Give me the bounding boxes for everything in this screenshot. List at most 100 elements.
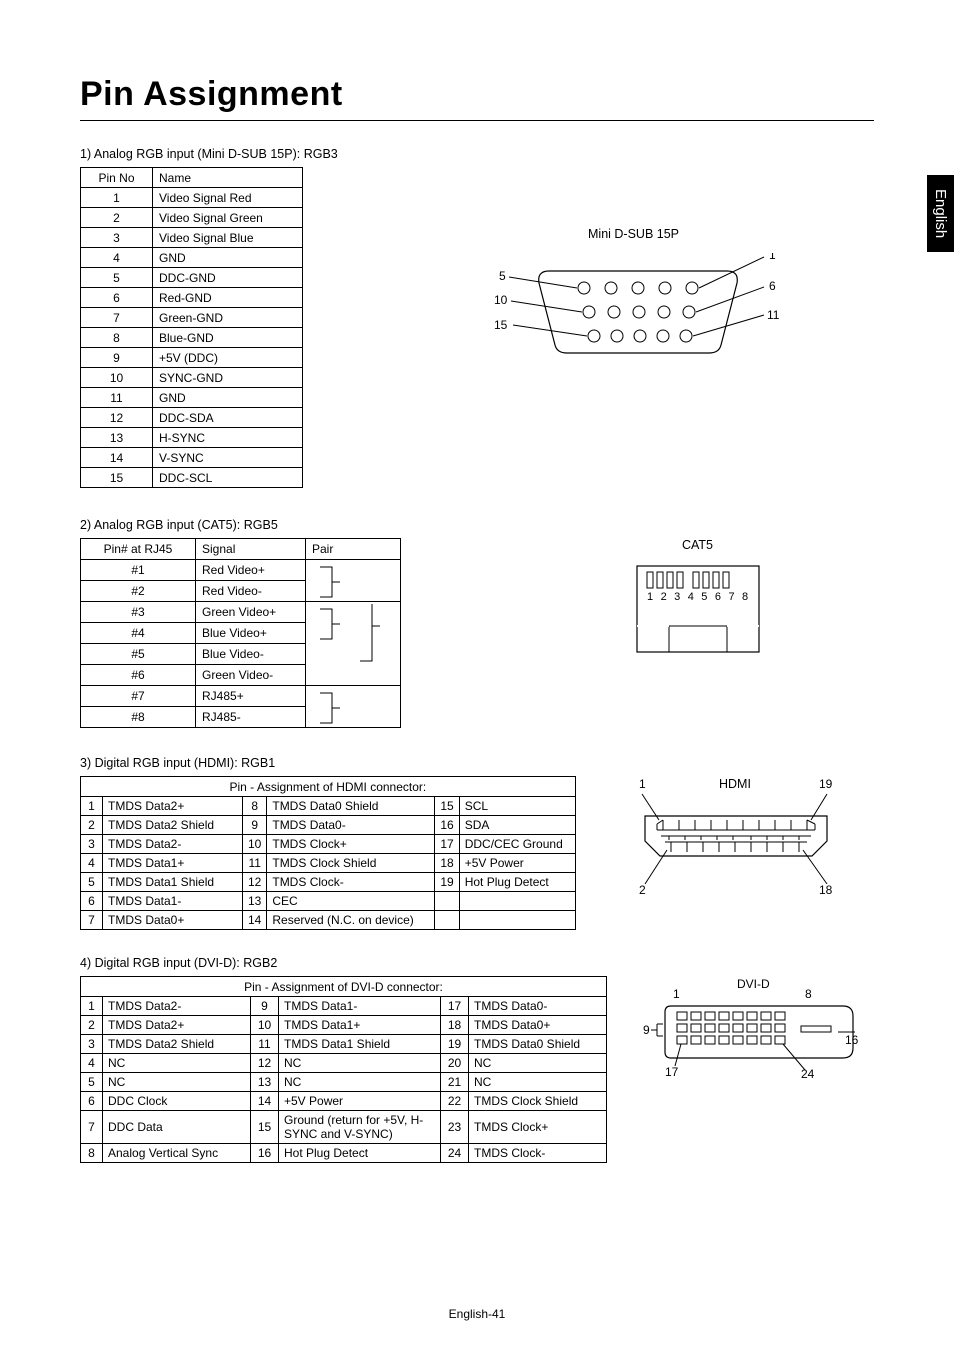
cell: 1 [81, 797, 103, 816]
cell-name: SYNC-GND [153, 368, 303, 388]
cell-pin: #3 [81, 602, 196, 623]
table-row: 15DDC-SCL [81, 468, 303, 488]
cell: Ground (return for +5V, H-SYNC and V-SYN… [279, 1111, 441, 1144]
cell: 16 [251, 1144, 279, 1163]
cell: TMDS Data2- [103, 835, 243, 854]
table-row: 11GND [81, 388, 303, 408]
svg-text:16: 16 [845, 1033, 859, 1047]
svg-text:5: 5 [499, 269, 506, 283]
table-row: 1Video Signal Red [81, 188, 303, 208]
table-row: 6 DDC Clock 14 +5V Power 22 TMDS Clock S… [81, 1092, 607, 1111]
svg-text:18: 18 [819, 883, 833, 897]
cell-name: DDC-SCL [153, 468, 303, 488]
table-row: 2Video Signal Green [81, 208, 303, 228]
svg-text:17: 17 [665, 1065, 679, 1079]
dvid-svg: DVI-D 1 8 [643, 976, 861, 1096]
cell-pinno: 2 [81, 208, 153, 228]
cell: TMDS Clock+ [267, 835, 435, 854]
cell: TMDS Data1+ [279, 1016, 441, 1035]
cell: 6 [81, 1092, 103, 1111]
cell: 13 [243, 892, 267, 911]
cell-name: Video Signal Blue [153, 228, 303, 248]
cell: SCL [459, 797, 575, 816]
cell: NC [103, 1073, 251, 1092]
cell: 11 [243, 854, 267, 873]
cell-pinno: 11 [81, 388, 153, 408]
svg-text:6: 6 [769, 279, 776, 293]
cat5-svg: 1 2 3 4 5 6 7 8 [633, 562, 763, 662]
cell-pinno: 7 [81, 308, 153, 328]
table-row: 1 TMDS Data2- 9 TMDS Data1- 17 TMDS Data… [81, 997, 607, 1016]
table-row: 1 TMDS Data2+ 8 TMDS Data0 Shield 15 SCL [81, 797, 576, 816]
page-content: Pin Assignment 1) Analog RGB input (Mini… [0, 0, 954, 1193]
dsub-diagram-area: Mini D-SUB 15P [393, 167, 874, 488]
table-row: 8 Analog Vertical Sync 16 Hot Plug Detec… [81, 1144, 607, 1163]
cell: 16 [435, 816, 459, 835]
th-pinrj45: Pin# at RJ45 [81, 539, 196, 560]
cell: TMDS Data2+ [103, 797, 243, 816]
cell-pinno: 4 [81, 248, 153, 268]
cell: 4 [81, 854, 103, 873]
cell: 5 [81, 1073, 103, 1092]
table-row: 5 TMDS Data1 Shield 12 TMDS Clock- 19 Ho… [81, 873, 576, 892]
hdmi-svg: 1 HDMI 19 [627, 776, 845, 901]
cell: +5V Power [459, 854, 575, 873]
table-dvid: Pin - Assignment of DVI-D connector: 1 T… [80, 976, 607, 1163]
cat5-diagram-area: CAT5 1 2 3 4 5 6 7 8 [491, 538, 874, 728]
cell: 3 [81, 835, 103, 854]
cell: TMDS Data2 Shield [103, 816, 243, 835]
bracket-icon [316, 604, 386, 686]
cell-pin: #4 [81, 623, 196, 644]
cell-pin: #8 [81, 707, 196, 728]
cell: Analog Vertical Sync [103, 1144, 251, 1163]
table-rgb3: Pin No Name 1Video Signal Red2Video Sign… [80, 167, 303, 488]
cell: Hot Plug Detect [459, 873, 575, 892]
table-row: 2 TMDS Data2+ 10 TMDS Data1+ 18 TMDS Dat… [81, 1016, 607, 1035]
cell: 12 [243, 873, 267, 892]
th-signal: Signal [196, 539, 306, 560]
cell: NC [279, 1054, 441, 1073]
cell-name: Video Signal Green [153, 208, 303, 228]
cell-pinno: 14 [81, 448, 153, 468]
table-row: 3Video Signal Blue [81, 228, 303, 248]
cell: 21 [441, 1073, 469, 1092]
cell-signal: RJ485- [196, 707, 306, 728]
dvid-diagram-area: DVI-D 1 8 [629, 976, 874, 1163]
cell: 9 [251, 997, 279, 1016]
cell: TMDS Data1+ [103, 854, 243, 873]
th-pair: Pair [306, 539, 401, 560]
cell: DDC Clock [103, 1092, 251, 1111]
cell: 2 [81, 816, 103, 835]
cell: 13 [251, 1073, 279, 1092]
sec2-label: 2) Analog RGB input (CAT5): RGB5 [80, 518, 874, 532]
table-hdmi: Pin - Assignment of HDMI connector: 1 TM… [80, 776, 576, 930]
cell: TMDS Data0- [267, 816, 435, 835]
page-footer: English-41 [0, 1307, 954, 1321]
table-row: 7 TMDS Data0+ 14 Reserved (N.C. on devic… [81, 911, 576, 930]
table-row: 6 TMDS Data1- 13 CEC [81, 892, 576, 911]
cell: TMDS Data2- [103, 997, 251, 1016]
cell-name: +5V (DDC) [153, 348, 303, 368]
cell-pinno: 13 [81, 428, 153, 448]
th-name: Name [153, 168, 303, 188]
cell [435, 892, 459, 911]
svg-text:19: 19 [819, 777, 833, 791]
cell: 19 [435, 873, 459, 892]
cell: TMDS Data0+ [469, 1016, 607, 1035]
cell: 4 [81, 1054, 103, 1073]
table-row: 5DDC-GND [81, 268, 303, 288]
cell-signal: Blue Video+ [196, 623, 306, 644]
cell: TMDS Data0+ [103, 911, 243, 930]
cell: TMDS Clock+ [469, 1111, 607, 1144]
table-row: 9+5V (DDC) [81, 348, 303, 368]
cell: 10 [243, 835, 267, 854]
svg-text:2: 2 [639, 883, 646, 897]
svg-text:9: 9 [643, 1023, 650, 1037]
cell [459, 892, 575, 911]
cell: 17 [435, 835, 459, 854]
cell-name: GND [153, 248, 303, 268]
cell-pin: #1 [81, 560, 196, 581]
cell-pinno: 1 [81, 188, 153, 208]
th-pinno: Pin No [81, 168, 153, 188]
cell-name: Red-GND [153, 288, 303, 308]
